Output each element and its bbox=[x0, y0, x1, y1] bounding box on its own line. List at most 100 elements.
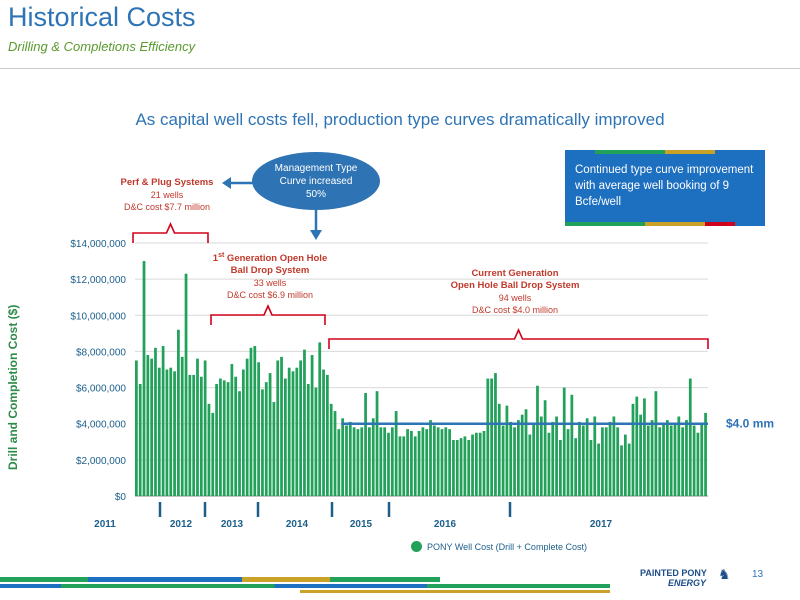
type-curve-note-text: Continued type curve improvement with av… bbox=[575, 164, 754, 208]
y-tick-label: $10,000,000 bbox=[70, 311, 126, 322]
bar bbox=[421, 427, 425, 496]
y-tick-label: $8,000,000 bbox=[76, 347, 126, 358]
year-label: 2011 bbox=[94, 519, 116, 530]
bar bbox=[199, 376, 203, 496]
bar bbox=[627, 443, 631, 496]
first-gen-cost: D&C cost $6.9 million bbox=[226, 290, 314, 301]
bar bbox=[249, 347, 253, 496]
bar bbox=[154, 347, 157, 496]
bar bbox=[562, 387, 566, 496]
bar bbox=[261, 389, 264, 496]
bar bbox=[669, 425, 673, 496]
bar bbox=[364, 392, 367, 496]
bar bbox=[448, 429, 451, 496]
bar bbox=[505, 405, 509, 496]
bar bbox=[272, 402, 276, 496]
bar bbox=[303, 349, 306, 496]
bar bbox=[581, 425, 585, 496]
bar bbox=[597, 443, 600, 496]
bar bbox=[257, 362, 260, 496]
logo-line2: ENERGY bbox=[668, 578, 707, 588]
y-tick-label: $0 bbox=[115, 492, 127, 503]
year-label: 2015 bbox=[350, 519, 373, 530]
bar bbox=[417, 430, 421, 496]
bar bbox=[455, 439, 459, 496]
bar bbox=[467, 439, 471, 496]
year-label: 2016 bbox=[434, 519, 457, 530]
bar bbox=[146, 355, 150, 496]
bar bbox=[566, 429, 570, 496]
bar bbox=[559, 439, 562, 496]
year-labels: 2011 2012 2013 2014 2015 2016 2017 bbox=[94, 502, 613, 530]
bar bbox=[138, 383, 142, 496]
perf-plug-title: Perf & Plug Systems bbox=[120, 177, 214, 188]
bar bbox=[219, 378, 222, 496]
company-logo: PAINTED PONY ENERGY bbox=[640, 568, 707, 588]
current-gen-bracket bbox=[328, 328, 709, 349]
current-gen-wells: 94 wells bbox=[498, 293, 532, 303]
management-type-curve-badge: Management Type Curve increased 50% bbox=[252, 152, 380, 210]
bar bbox=[555, 416, 558, 496]
annotations: $4.0 mm bbox=[132, 177, 774, 431]
bar bbox=[440, 429, 444, 496]
management-arrow-down-head bbox=[310, 230, 322, 240]
first-gen-title-post: Generation Open Hole bbox=[224, 253, 328, 265]
page-number: 13 bbox=[752, 569, 764, 580]
bar bbox=[173, 371, 176, 496]
bar bbox=[215, 383, 218, 496]
bar bbox=[337, 429, 341, 496]
bar bbox=[383, 427, 387, 496]
bar bbox=[452, 439, 455, 496]
bar bbox=[608, 421, 612, 496]
bar bbox=[593, 416, 597, 496]
bar bbox=[620, 445, 623, 496]
bar bbox=[211, 412, 215, 496]
year-label: 2012 bbox=[170, 519, 193, 530]
bar bbox=[390, 427, 394, 496]
bar bbox=[589, 439, 593, 496]
footer-stripe-1 bbox=[0, 577, 440, 582]
management-arrow-left-head bbox=[222, 177, 231, 189]
bar bbox=[444, 427, 448, 496]
bar bbox=[429, 420, 432, 496]
bar bbox=[532, 423, 536, 496]
bar bbox=[394, 411, 398, 496]
bar bbox=[352, 427, 356, 496]
bar bbox=[543, 400, 547, 496]
bar bbox=[696, 432, 700, 496]
first-gen-title-pre: 1 bbox=[212, 253, 219, 265]
bar bbox=[283, 378, 287, 496]
bar bbox=[539, 416, 543, 496]
y-tick-labels: $0 $2,000,000 $4,000,000 $6,000,000 $8,000,0… bbox=[70, 239, 126, 503]
bar bbox=[551, 421, 555, 496]
bar bbox=[665, 420, 669, 496]
bar bbox=[654, 391, 658, 496]
blue-box-bottom-stripe bbox=[565, 222, 765, 226]
y-tick-label: $12,000,000 bbox=[70, 275, 126, 286]
headline: As capital well costs fell, production t… bbox=[135, 110, 665, 129]
bar bbox=[406, 429, 409, 496]
bar bbox=[612, 416, 616, 496]
bar bbox=[585, 418, 589, 496]
bar bbox=[150, 358, 154, 496]
bar bbox=[314, 387, 318, 496]
bar bbox=[673, 423, 677, 496]
y-tick-label: $2,000,000 bbox=[76, 456, 126, 467]
bar bbox=[387, 432, 390, 496]
first-gen-callout: 1st Generation Open Hole Ball Drop Syste… bbox=[195, 250, 345, 301]
bar bbox=[601, 427, 604, 496]
bar bbox=[161, 346, 165, 496]
first-gen-title-sup: st bbox=[218, 252, 225, 259]
bar bbox=[135, 360, 138, 496]
bar bbox=[230, 364, 234, 496]
bar bbox=[360, 427, 364, 496]
bar bbox=[517, 420, 520, 496]
bar bbox=[299, 360, 303, 496]
bar bbox=[524, 409, 528, 496]
bar bbox=[165, 369, 169, 496]
bar bbox=[574, 438, 578, 496]
bar bbox=[188, 374, 192, 496]
bar bbox=[482, 430, 486, 496]
bar bbox=[643, 398, 646, 496]
